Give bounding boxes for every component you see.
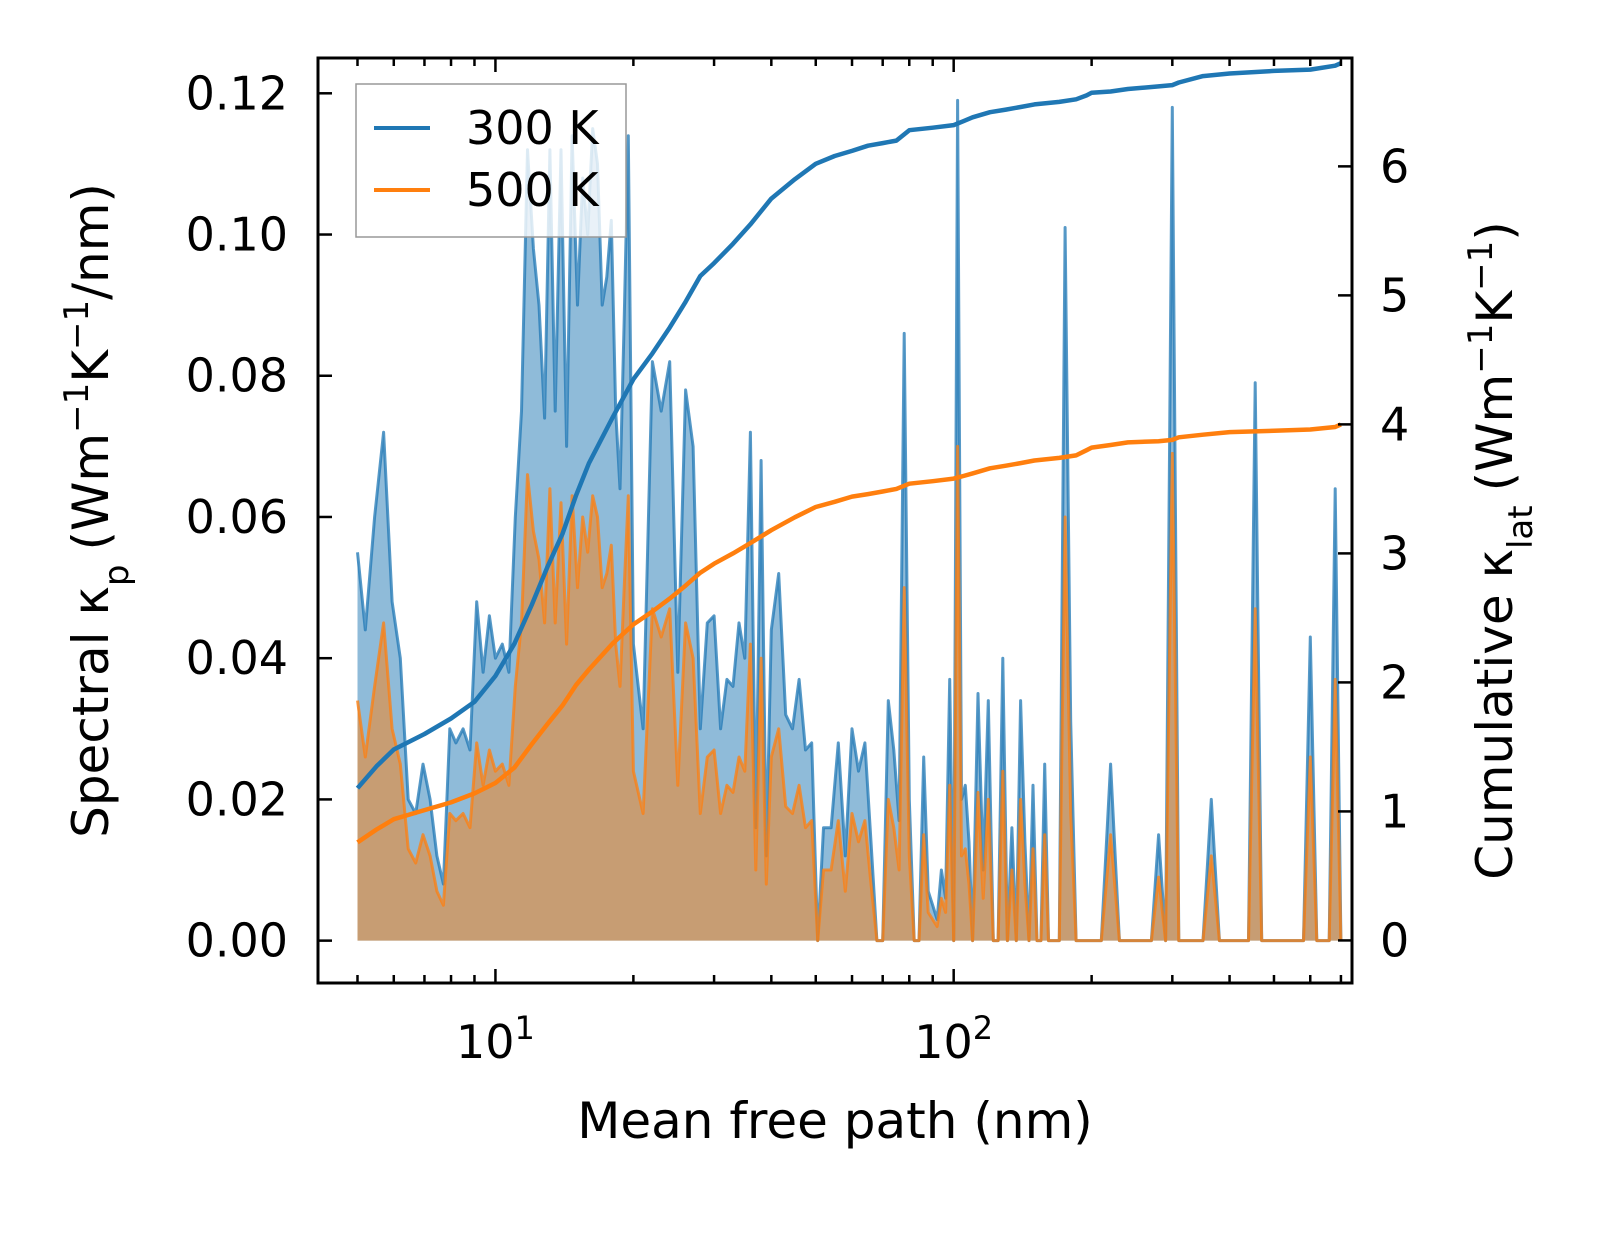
right-y-tick-label: 6 — [1380, 139, 1409, 193]
x-tick-label-exponent: 1 — [515, 1009, 535, 1047]
right-y-label-units-3: −1 — [1461, 241, 1501, 291]
left-y-axis-title: Spectral κp(Wm−1K−1/nm) — [57, 183, 137, 838]
left-y-tick-label: 0.06 — [186, 490, 288, 544]
left-y-label-sub: p — [97, 565, 137, 587]
right-y-tick-label: 5 — [1380, 268, 1409, 322]
left-y-tick-label: 0.08 — [186, 349, 288, 403]
right-y-axis-title: Cumulative κlat(Wm−1K−1) — [1461, 221, 1541, 880]
plot-area — [355, 61, 1343, 943]
cumulative-line-500k — [356, 422, 1342, 845]
right-y-label-main: Cumulative κ — [1466, 549, 1524, 880]
left-y-label-units-0: (Wm — [62, 433, 120, 551]
left-y-tick-label: 0.12 — [186, 66, 288, 120]
x-tick-label: 102 — [914, 1009, 993, 1069]
legend-label-300k: 300 K — [466, 101, 600, 155]
x-tick-label-base: 10 — [456, 1015, 515, 1069]
legend: 300 K 500 K — [355, 83, 627, 238]
x-tick-label: 101 — [456, 1009, 535, 1069]
right-y-tick-label: 3 — [1380, 526, 1409, 580]
left-y-label-units-4: /nm) — [62, 183, 120, 300]
legend-box — [355, 83, 627, 238]
right-y-label-units-2: K — [1466, 290, 1524, 324]
plot-frame — [316, 56, 1354, 985]
right-y-label-units-0: (Wm — [1466, 374, 1524, 492]
right-y-label-units-4: ) — [1466, 221, 1524, 241]
left-y-tick-label: 0.02 — [186, 772, 288, 826]
x-tick-label-base: 10 — [914, 1015, 973, 1069]
right-y-tick-label: 0 — [1380, 913, 1409, 967]
right-y-tick-label: 4 — [1380, 397, 1409, 451]
left-y-tick-label: 0.04 — [186, 631, 288, 685]
left-y-tick-label: 0.10 — [186, 208, 288, 262]
right-y-label-units-1: −1 — [1461, 324, 1501, 374]
left-y-tick-label: 0.00 — [186, 914, 288, 968]
x-tick-label-exponent: 2 — [973, 1009, 993, 1047]
right-y-tick-label: 2 — [1380, 655, 1409, 709]
axis-ticks: 101 1020.000.020.040.060.080.100.12012345… — [186, 58, 1409, 1069]
legend-label-500k: 500 K — [466, 163, 600, 217]
left-y-label-units-1: −1 — [57, 383, 97, 433]
cumulative-line-300k — [355, 61, 1342, 790]
left-y-label-main: Spectral κ — [62, 586, 120, 838]
right-y-label-sub: lat — [1501, 505, 1541, 549]
x-axis-title: Mean free path (nm) — [577, 1092, 1093, 1150]
right-y-tick-label: 1 — [1380, 784, 1409, 838]
left-y-label-units-3: −1 — [57, 300, 97, 350]
left-y-label-units-2: K — [62, 349, 120, 383]
spectral-area-500k — [357, 446, 1341, 941]
spectral-line-500k — [356, 444, 1343, 943]
